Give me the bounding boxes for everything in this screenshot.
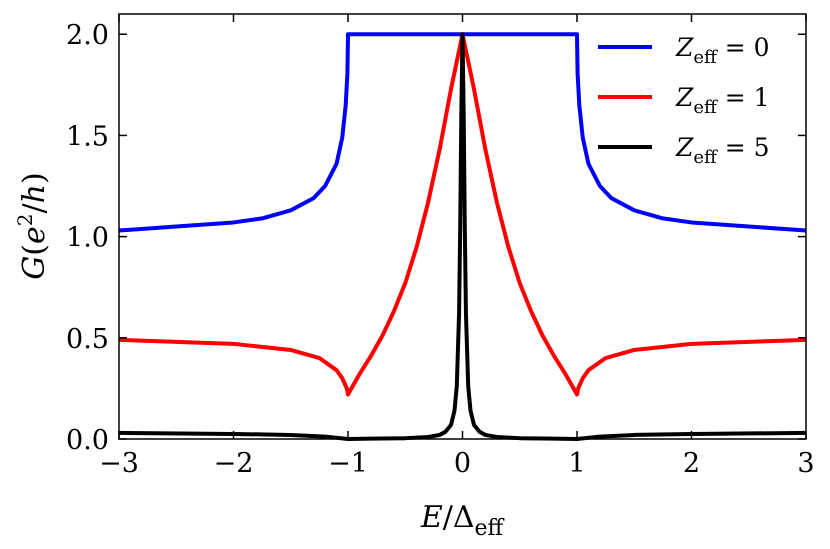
x-tick-label: −3	[99, 448, 139, 479]
y-tick-label: 2.0	[66, 20, 109, 51]
y-tick-label: 1.0	[66, 223, 109, 254]
x-tick-label: 0	[454, 448, 471, 479]
x-tick-label: 1	[568, 448, 585, 479]
x-tick-label: 3	[797, 448, 814, 479]
x-axis-label: E/Δeff	[420, 500, 505, 541]
y-tick-label: 0.0	[66, 425, 109, 456]
ticks-layer: −3 −2 −1 0 1 2 3 0.0 0.5 1.0 1.5 2.0	[66, 14, 815, 479]
x-tick-label: −1	[328, 448, 368, 479]
y-axis-label: G(e2/h)	[13, 172, 52, 279]
series-line-2	[118, 32, 807, 441]
series-layer	[118, 32, 807, 441]
legend: Zeff = 0 Zeff = 1 Zeff = 5	[598, 33, 770, 168]
legend-label-zeff-0: Zeff = 0	[675, 33, 770, 68]
x-tick-label: −2	[214, 448, 254, 479]
y-tick-label: 1.5	[66, 121, 109, 152]
legend-label-zeff-5: Zeff = 5	[675, 133, 770, 168]
legend-label-zeff-1: Zeff = 1	[675, 83, 770, 118]
x-tick-label: 2	[683, 448, 700, 479]
y-tick-label: 0.5	[66, 324, 109, 355]
